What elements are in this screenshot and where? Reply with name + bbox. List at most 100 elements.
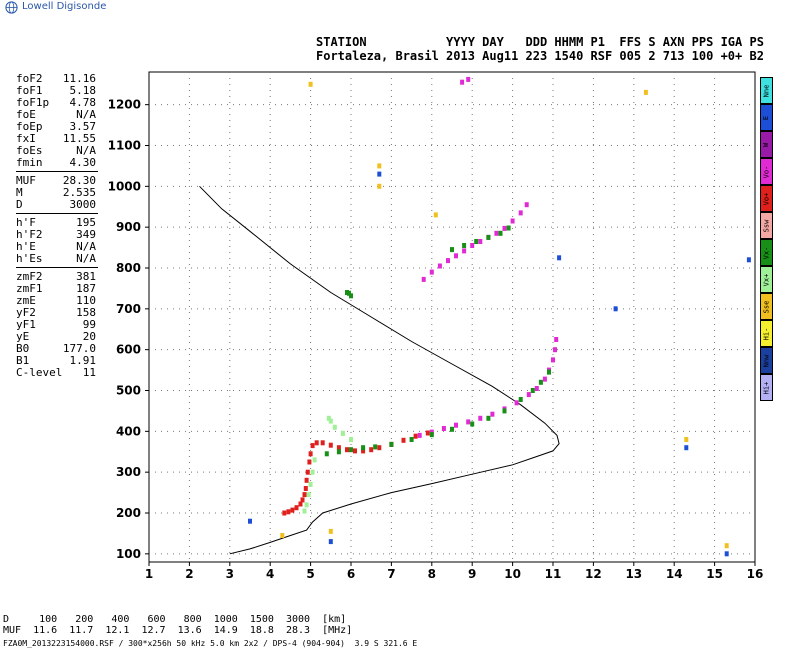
param-label: yF2 (16, 306, 36, 319)
x-tick-label: 14 (666, 567, 683, 581)
echo-point (486, 415, 491, 421)
param-label: C-level (16, 366, 63, 379)
x-tick-label: 3 (226, 567, 234, 581)
legend-item: Vx- (760, 239, 773, 266)
param-value: 349 (76, 228, 96, 241)
echo-point (684, 437, 689, 442)
param-value: 1.91 (69, 354, 97, 367)
distance-row: D 100 200 400 600 800 1000 1500 3000 [km… (3, 614, 347, 625)
echo-point (684, 445, 689, 451)
echo-point (518, 397, 523, 402)
echo-point (377, 163, 382, 169)
echo-point (557, 255, 562, 261)
echo-point (446, 258, 450, 264)
x-tick-label: 12 (585, 567, 602, 581)
y-tick-label: 1100 (108, 139, 141, 153)
echo-point (724, 543, 729, 549)
x-tick-label: 8 (428, 567, 436, 581)
param-separator (16, 171, 98, 172)
echo-point (470, 243, 475, 248)
param-row: fmin 4.30 (16, 157, 96, 169)
echo-point (466, 76, 471, 82)
echo-point (524, 202, 529, 208)
echo-point (349, 447, 353, 453)
y-tick-label: 200 (116, 506, 141, 520)
echo-point (328, 528, 333, 534)
param-label: yE (16, 330, 30, 343)
echo-point (502, 408, 507, 414)
echo-point (308, 81, 313, 87)
param-label: D (16, 198, 23, 211)
param-value: 381 (76, 270, 96, 283)
param-row: zmE 110 (16, 295, 96, 307)
echo-point (409, 437, 414, 442)
param-row: h'F 195 (16, 217, 96, 229)
echo-point (290, 507, 295, 513)
muf-row: MUF 11.6 11.7 12.1 12.7 13.6 14.9 18.8 2… (3, 625, 353, 636)
param-label: M (16, 186, 23, 199)
param-row: foE N/A (16, 109, 96, 121)
y-tick-label: 700 (116, 302, 141, 316)
echo-point (450, 247, 454, 253)
echo-point (466, 419, 471, 425)
param-row: foEs N/A (16, 145, 96, 157)
legend-item: Sse (760, 293, 773, 320)
echo-point (336, 445, 341, 451)
param-value: 3000 (69, 198, 97, 211)
param-value: 28.30 (62, 174, 96, 187)
y-tick-label: 100 (116, 547, 141, 561)
param-row: zmF1 187 (16, 283, 96, 295)
echo-point (377, 183, 382, 189)
echo-point (328, 418, 333, 424)
param-value: 5.18 (69, 84, 97, 97)
param-label: foF1p (16, 96, 50, 109)
y-tick-label: 1000 (108, 179, 141, 193)
legend-item: E (760, 104, 773, 131)
electron-density-profile-line (199, 185, 560, 555)
param-label: fmin (16, 156, 43, 169)
echo-point (462, 248, 467, 254)
echo-point (310, 443, 315, 449)
param-row: yE 20 (16, 331, 96, 343)
param-row: MUF 28.30 (16, 175, 96, 187)
param-separator (16, 213, 98, 214)
param-label: MUF (16, 174, 36, 187)
echo-point (494, 230, 499, 236)
y-tick-label: 800 (116, 261, 141, 275)
param-value: 187 (76, 282, 96, 295)
param-value: N/A (76, 252, 96, 265)
echo-point (460, 79, 465, 85)
echo-point (462, 243, 467, 248)
echo-point (305, 469, 310, 475)
y-tick-label: 300 (116, 465, 141, 479)
echo-point (328, 539, 333, 545)
echo-point (304, 477, 309, 483)
param-row: yF2 158 (16, 307, 96, 319)
param-value: 11.55 (62, 132, 96, 145)
echo-point (389, 441, 394, 447)
echo-point (332, 424, 337, 430)
param-label: fxI (16, 132, 36, 145)
echo-point (534, 386, 539, 391)
param-label: foEp (16, 120, 43, 133)
echo-point (551, 357, 555, 363)
echo-point (308, 451, 313, 457)
param-label: yF1 (16, 318, 36, 331)
echo-point (518, 210, 523, 216)
x-tick-label: 9 (468, 567, 476, 581)
legend-item: Vo+ (760, 185, 773, 212)
echo-point (413, 433, 418, 439)
echo-point (302, 508, 307, 514)
param-value: 158 (76, 306, 96, 319)
param-row: foEp 3.57 (16, 121, 96, 133)
param-label: h'Es (16, 252, 43, 265)
param-row: B0 177.0 (16, 343, 96, 355)
echo-point (417, 432, 422, 438)
echo-point (306, 492, 311, 498)
param-label: h'E (16, 240, 36, 253)
param-row: D 3000 (16, 199, 96, 211)
param-value: 11 (82, 366, 96, 379)
station-header-line2: Fortaleza, Brasil 2013 Aug11 223 1540 RS… (316, 49, 764, 63)
echo-point (298, 501, 303, 507)
param-value: 195 (76, 216, 96, 229)
